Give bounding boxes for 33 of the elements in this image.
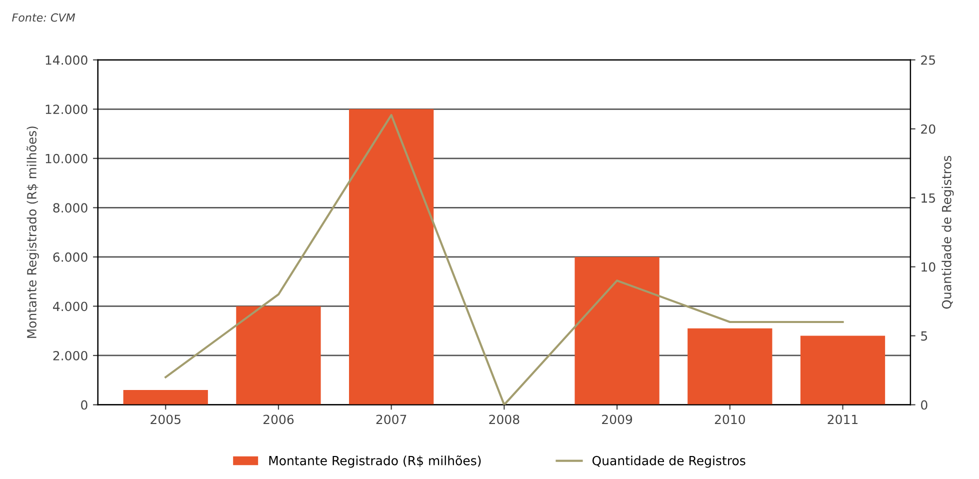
y2-axis-title: Quantidade de Registros <box>942 156 954 309</box>
source-note: Fonte: CVM <box>12 13 76 22</box>
x-tick-label: 2006 <box>263 414 294 424</box>
y-tick-label: 8.000 <box>53 203 88 213</box>
y-tick-label: 10.000 <box>46 154 88 164</box>
y-tick-label: 12.000 <box>46 104 88 114</box>
y-tick-label: 2.000 <box>53 350 88 360</box>
bar <box>236 306 321 405</box>
x-tick-label: 2007 <box>376 414 406 424</box>
bar <box>349 109 434 405</box>
bar <box>574 256 660 405</box>
y-tick-label: 6.000 <box>53 252 88 262</box>
x-tick-label: 2009 <box>602 414 632 424</box>
bar <box>688 328 772 405</box>
x-tick-label: 2008 <box>489 414 520 424</box>
y2-tick-label: 5 <box>921 331 928 341</box>
legend-label: Quantidade de Registros <box>592 456 746 468</box>
x-tick-label: 2010 <box>714 414 745 424</box>
x-tick-label: 2005 <box>150 414 180 424</box>
bar <box>800 336 886 405</box>
y2-tick-label: 0 <box>921 400 928 410</box>
y-tick-label: 14.000 <box>46 55 88 65</box>
y-tick-label: 4.000 <box>53 302 88 312</box>
legend-label: Montante Registrado (R$ milhões) <box>269 455 481 468</box>
y2-tick-label: 25 <box>921 55 936 65</box>
y2-tick-label: 10 <box>922 262 936 272</box>
bar <box>123 390 208 405</box>
y2-tick-label: 20 <box>921 124 936 134</box>
y2-tick-label: 15 <box>922 193 936 203</box>
x-tick-label: 2011 <box>828 414 858 424</box>
y-tick-label: 0 <box>81 400 88 410</box>
line-series <box>164 114 844 405</box>
y-axis-title: Montante Registrado (R$ milhões) <box>26 126 39 338</box>
